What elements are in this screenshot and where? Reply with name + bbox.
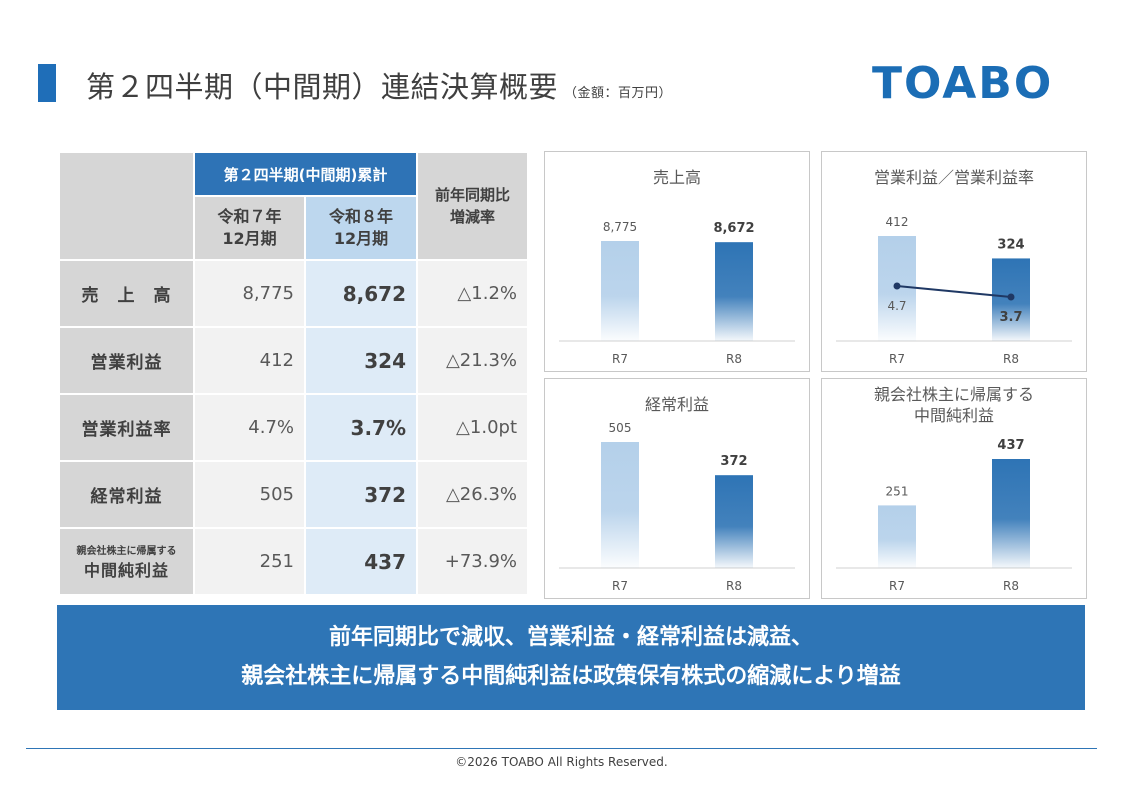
copyright: ©2026 TOABO All Rights Reserved. bbox=[455, 755, 668, 769]
bar-r7 bbox=[601, 442, 639, 568]
table-row: 営業利益率 4.7% 3.7% △1.0pt bbox=[60, 395, 527, 460]
bar-r8 bbox=[992, 459, 1030, 568]
yoy-header: 前年同期比 増減率 bbox=[418, 153, 527, 259]
margin-value-label: 3.7 bbox=[999, 310, 1022, 325]
x-tick-label: R7 bbox=[889, 352, 905, 366]
cell-r7: 412 bbox=[195, 328, 304, 393]
page-title: 第２四半期（中間期）連結決算概要 （金額：百万円） bbox=[86, 64, 672, 106]
chart-title: 経常利益 bbox=[645, 395, 709, 414]
cell-r8: 3.7% bbox=[306, 395, 416, 460]
bar-r7 bbox=[878, 505, 916, 568]
row-label: 経常利益 bbox=[60, 462, 193, 527]
table-row: 営業利益 412 324 △21.3% bbox=[60, 328, 527, 393]
margin-point bbox=[893, 282, 901, 290]
chart-net-income: 親会社株主に帰属する 中間純利益 251 R7 437 R8 bbox=[821, 378, 1087, 599]
row-label-prefix: 親会社株主に帰属する bbox=[76, 546, 177, 557]
chart-svg: 親会社株主に帰属する中間純利益 251 R7 437 R8 bbox=[836, 385, 1072, 593]
summary-banner: 前年同期比で減収、営業利益・経常利益は減益、 親会社株主に帰属する中間純利益は政… bbox=[57, 605, 1085, 710]
table-row: 経常利益 505 372 △26.3% bbox=[60, 462, 527, 527]
chart-ordinary-income: 経常利益 505 R7 372 R8 bbox=[544, 378, 810, 599]
r8-header: 令和８年 12月期 bbox=[306, 197, 416, 259]
cell-r8: 324 bbox=[306, 328, 416, 393]
yoy-header-line2: 増減率 bbox=[449, 208, 495, 226]
bar-value-label: 412 bbox=[886, 215, 909, 229]
x-tick-label: R7 bbox=[889, 579, 905, 593]
cell-yoy: +73.9% bbox=[418, 529, 527, 594]
bar-value-label: 505 bbox=[609, 421, 632, 435]
cell-r8: 437 bbox=[306, 529, 416, 594]
cell-r7: 4.7% bbox=[195, 395, 304, 460]
row-label: 営業利益率 bbox=[60, 395, 193, 460]
r7-header: 令和７年 12月期 bbox=[195, 197, 304, 259]
cell-yoy: △21.3% bbox=[418, 328, 527, 393]
r7-header-line2: 12月期 bbox=[222, 229, 277, 248]
bar-value-label: 437 bbox=[997, 438, 1024, 453]
margin-value-label: 4.7 bbox=[887, 299, 906, 313]
company-logo: TOABO bbox=[872, 58, 1054, 109]
cell-yoy: △26.3% bbox=[418, 462, 527, 527]
title-accent-bar bbox=[38, 64, 56, 102]
cell-r7: 251 bbox=[195, 529, 304, 594]
cell-r7: 8,775 bbox=[195, 261, 304, 326]
cell-r8: 8,672 bbox=[306, 261, 416, 326]
chart-title: 営業利益／営業利益率 bbox=[874, 168, 1034, 187]
cell-r7: 505 bbox=[195, 462, 304, 527]
chart-title: 中間純利益 bbox=[914, 406, 994, 425]
page-title-text: 第２四半期（中間期）連結決算概要 bbox=[86, 70, 559, 104]
x-tick-label: R8 bbox=[726, 352, 742, 366]
group-header: 第２四半期(中間期)累計 bbox=[195, 153, 416, 195]
cell-r8: 372 bbox=[306, 462, 416, 527]
chart-operating-income: 営業利益／営業利益率 412 R7 324 R8 4.7 3.7 bbox=[821, 151, 1087, 372]
x-tick-label: R8 bbox=[726, 579, 742, 593]
r7-header-line1: 令和７年 bbox=[217, 207, 282, 226]
bar-r8 bbox=[715, 242, 753, 341]
chart-sales: 売上高 8,775 R7 8,672 R8 bbox=[544, 151, 810, 372]
r8-header-line2: 12月期 bbox=[333, 229, 389, 248]
table-row: 売 上 高 8,775 8,672 △1.2% bbox=[60, 261, 527, 326]
yoy-header-line1: 前年同期比 bbox=[434, 186, 510, 204]
chart-svg: 営業利益／営業利益率 412 R7 324 R8 4.7 3.7 bbox=[836, 168, 1072, 366]
row-label: 親会社株主に帰属する 中間純利益 bbox=[60, 529, 193, 594]
bar-value-label: 372 bbox=[720, 454, 747, 469]
row-label: 営業利益 bbox=[60, 328, 193, 393]
cell-yoy: △1.0pt bbox=[418, 395, 527, 460]
bar-value-label: 251 bbox=[886, 484, 909, 498]
x-tick-label: R7 bbox=[612, 579, 628, 593]
results-table: 第２四半期(中間期)累計 前年同期比 増減率 令和７年 12月期 令和８年 12… bbox=[58, 151, 529, 596]
footer-divider bbox=[26, 748, 1097, 749]
bar-value-label: 8,775 bbox=[603, 220, 637, 234]
x-tick-label: R8 bbox=[1003, 352, 1019, 366]
chart-svg: 売上高 8,775 R7 8,672 R8 bbox=[559, 168, 795, 366]
bar-value-label: 324 bbox=[997, 237, 1024, 252]
margin-line bbox=[896, 285, 1012, 298]
table-corner bbox=[60, 153, 193, 259]
banner-line2: 親会社株主に帰属する中間純利益は政策保有株式の縮減により増益 bbox=[241, 664, 901, 689]
cell-yoy: △1.2% bbox=[418, 261, 527, 326]
row-label-main: 中間純利益 bbox=[83, 561, 169, 580]
x-tick-label: R8 bbox=[1003, 579, 1019, 593]
bar-r8 bbox=[715, 475, 753, 568]
row-label: 売 上 高 bbox=[60, 261, 193, 326]
bar-value-label: 8,672 bbox=[713, 221, 754, 236]
r8-header-line1: 令和８年 bbox=[328, 207, 393, 226]
unit-note: （金額：百万円） bbox=[564, 86, 673, 101]
margin-point bbox=[1007, 293, 1015, 301]
table-row: 親会社株主に帰属する 中間純利益 251 437 +73.9% bbox=[60, 529, 527, 594]
chart-title: 親会社株主に帰属する bbox=[874, 385, 1034, 404]
bar-r7 bbox=[601, 241, 639, 341]
chart-title: 売上高 bbox=[653, 168, 701, 187]
banner-line1: 前年同期比で減収、営業利益・経常利益は減益、 bbox=[328, 625, 813, 650]
x-tick-label: R7 bbox=[612, 352, 628, 366]
chart-svg: 経常利益 505 R7 372 R8 bbox=[559, 395, 795, 593]
